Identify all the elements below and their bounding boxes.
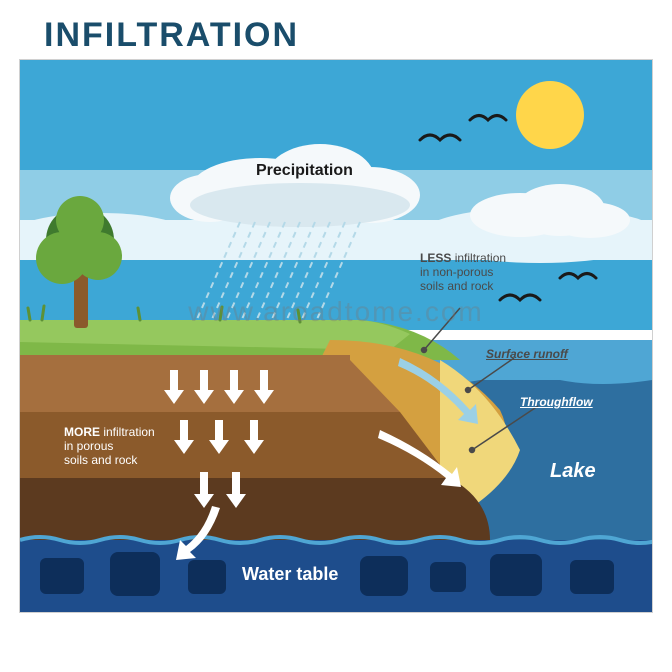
infiltration-diagram xyxy=(20,60,652,612)
label-surface-runoff: Surface runoff xyxy=(486,348,568,362)
sun-icon xyxy=(516,81,584,149)
label-throughflow: Throughflow xyxy=(520,396,593,410)
diagram-title: INFILTRATION xyxy=(44,16,299,55)
side-watermark-text: Sentence. www.aroadtome.com xyxy=(0,251,1,433)
label-less-infiltration: LESS infiltration in non-porous soils an… xyxy=(420,252,530,293)
label-water-table: Water table xyxy=(242,564,338,585)
label-more-infiltration: MORE infiltration in porous soils and ro… xyxy=(64,426,164,467)
diagram-frame: Precipitation LESS infiltration in non-p… xyxy=(20,60,652,612)
label-precipitation: Precipitation xyxy=(256,162,353,180)
label-lake: Lake xyxy=(550,460,596,483)
